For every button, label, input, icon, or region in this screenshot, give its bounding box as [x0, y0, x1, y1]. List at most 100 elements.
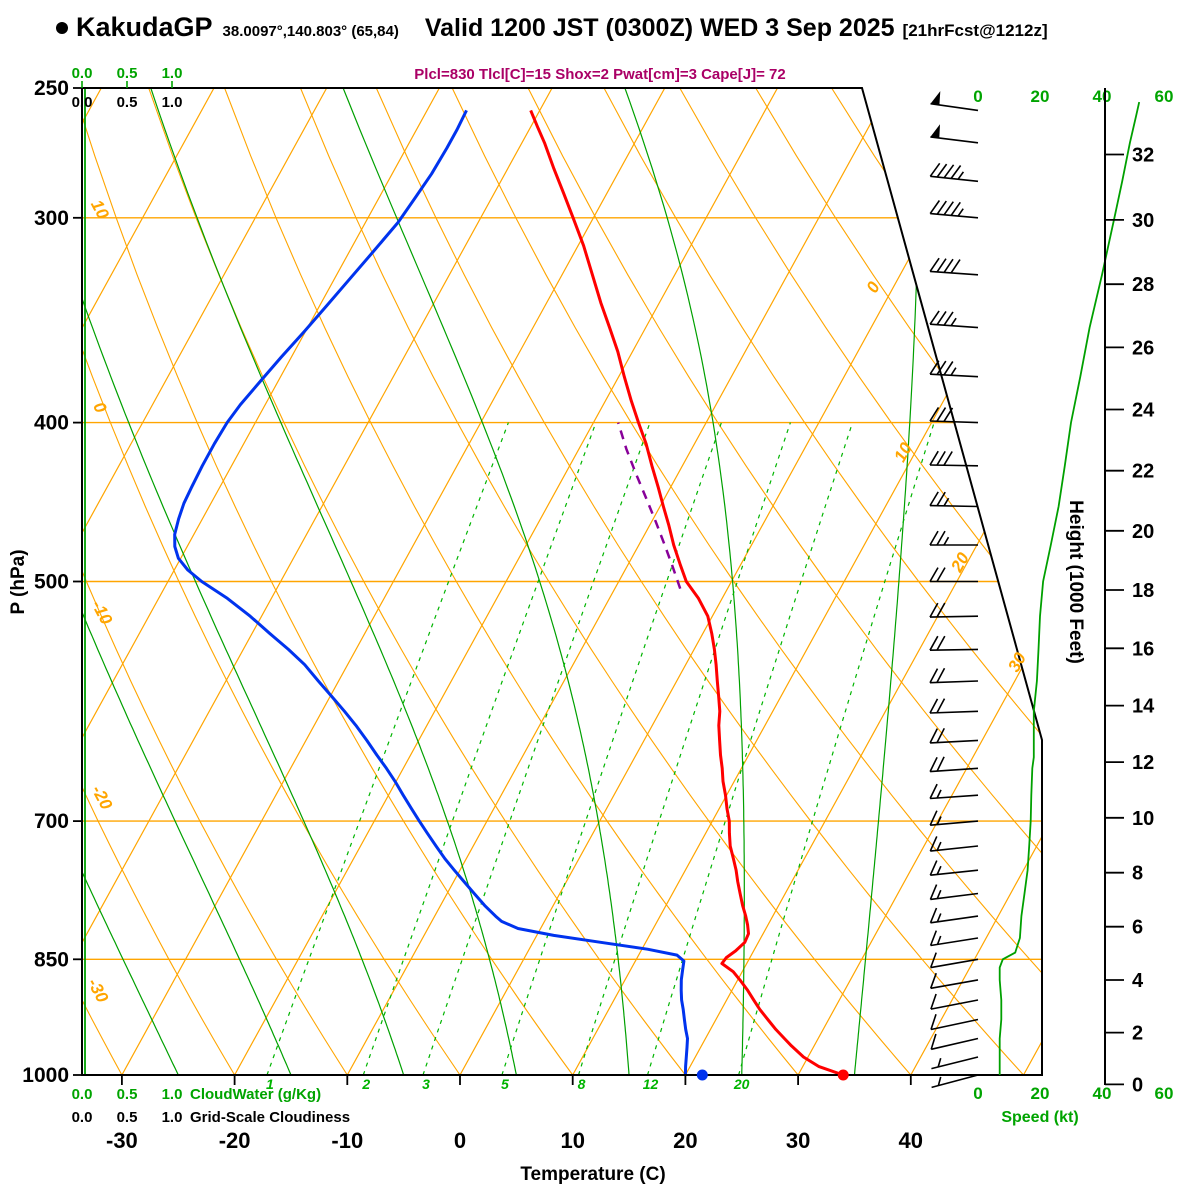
height-axis-title: Height (1000 Feet): [1065, 500, 1086, 664]
wind-barb-staff: [930, 794, 979, 800]
height-tick-label: 2: [1132, 1023, 1143, 1045]
wind-barb-full: [936, 407, 947, 422]
height-tick-label: 16: [1132, 638, 1154, 660]
pressure-tick-label: 250: [34, 77, 69, 100]
wind-barb-full: [936, 450, 946, 466]
isotherm-line: [234, 88, 779, 1075]
wind-barb-full: [936, 727, 946, 743]
wind-barb-full: [929, 907, 938, 924]
wind-barb-staff: [931, 1074, 979, 1089]
pressure-tick-label: 1000: [22, 1064, 69, 1087]
dry-adiabat-label: -10: [88, 597, 117, 628]
wind-barb-half: [936, 913, 942, 923]
wind-barb-half: [943, 497, 950, 507]
wind-barb-staff: [931, 1037, 979, 1051]
temperature-tick-label: -10: [331, 1128, 363, 1153]
mixing-ratio-label: 3: [422, 1076, 430, 1092]
wind-barb-full: [929, 698, 939, 714]
wind-barb-full: [936, 602, 946, 618]
height-tick-label: 14: [1132, 696, 1155, 718]
surface-dewpoint-dot: [696, 1069, 708, 1081]
wind-barb-half: [936, 889, 942, 899]
temperature-tick-label: 10: [560, 1128, 584, 1153]
wind-barb-full: [929, 860, 938, 876]
wind-barb-staff: [930, 979, 979, 990]
moist-adiabat-line: [82, 88, 179, 1075]
pressure-tick-label: 300: [34, 207, 69, 230]
pressure-tick-label: 700: [34, 810, 69, 833]
height-tick-label: 24: [1132, 400, 1155, 422]
isotherm-label: 10: [890, 439, 916, 465]
forecast-info: [21hrFcst@1212z]: [902, 21, 1048, 40]
valid-time: Valid 1200 JST (0300Z) WED 3 Sep 2025: [424, 14, 895, 42]
dry-adiabat-label: -30: [84, 975, 113, 1006]
wind-barb-staff: [930, 892, 979, 901]
wind-barb-staff: [930, 958, 979, 969]
wind-barb-full: [930, 1014, 937, 1030]
dry-adiabat-line: [451, 88, 1042, 1075]
dry-adiabat-line: [82, 88, 461, 1075]
dry-adiabat-label: 10: [87, 197, 113, 223]
cloudiness-top-tick-label: 0.0: [72, 94, 93, 111]
wind-barb-full: [929, 602, 939, 618]
wind-barb-full: [943, 451, 953, 466]
isotherm-label: 30: [1004, 649, 1030, 675]
station-coordinates: 38.0097°,140.803° (65,84): [222, 23, 399, 40]
wind-barb-staff: [930, 739, 979, 744]
wind-barb-full: [929, 491, 939, 507]
station-name: KakudaGP: [76, 12, 213, 42]
stability-parameters: Plcl=830 Tlcl[C]=15 Shox=2 Pwat[cm]=3 Ca…: [414, 66, 786, 83]
dry-adiabat-line: [299, 88, 912, 1075]
wind-barb-staff: [930, 937, 979, 947]
height-tick-label: 8: [1132, 863, 1143, 885]
wind-barb-staff: [930, 820, 979, 826]
wind-barb-full: [929, 567, 939, 582]
wind-barb-half: [943, 536, 950, 546]
speed-axis-label: Speed (kt): [1001, 1109, 1078, 1126]
moist-adiabat-line: [342, 88, 630, 1075]
wind-barb-full: [936, 756, 945, 772]
wind-barb-full: [929, 728, 939, 744]
mixing-ratio-label: 8: [578, 1076, 586, 1092]
cloudiness-bottom-tick-label: 0.0: [72, 1109, 93, 1126]
mixing-ratio-line: [646, 422, 854, 1075]
wind-barb-staff: [930, 999, 979, 1010]
wind-barb-staff: [930, 212, 979, 219]
height-tick-label: 4: [1132, 970, 1144, 992]
wind-barbs: [929, 91, 979, 1089]
mixing-ratio-label: 2: [361, 1076, 370, 1092]
mixing-ratio-label: 1: [266, 1076, 274, 1092]
wind-barb-staff: [929, 504, 979, 508]
dry-adiabat-line: [679, 88, 1042, 1075]
wind-barb-staff: [930, 323, 979, 329]
wind-barb-staff: [929, 710, 979, 714]
wind-barb-full: [936, 360, 947, 375]
wind-barb-full: [943, 201, 954, 216]
wind-barb-full: [943, 407, 954, 422]
cloudiness-scale-label: Grid-Scale Cloudiness: [190, 1109, 350, 1126]
wind-barb-pennant: [930, 91, 941, 105]
isotherm-line: [346, 88, 891, 1075]
isotherm-line: [82, 88, 440, 1075]
dry-adiabat-line: [82, 88, 236, 1075]
height-tick-label: 18: [1132, 580, 1154, 602]
wind-barb-full: [936, 163, 948, 178]
cloudwater-top-tick-label: 1.0: [162, 65, 183, 82]
wind-barb-full: [929, 257, 940, 272]
wind-barb-staff: [930, 136, 979, 144]
wind-barb-full: [936, 667, 946, 683]
wind-barb-half: [937, 1076, 942, 1086]
height-tick-label: 10: [1132, 808, 1154, 830]
wind-barb-full: [936, 491, 946, 507]
wind-barb-staff: [930, 1018, 979, 1031]
dry-adiabat-line: [82, 88, 348, 1075]
wind-barb-staff: [931, 1056, 979, 1070]
wind-barb-full: [950, 259, 961, 274]
wind-barb-full: [929, 930, 938, 946]
wind-barb-full: [943, 361, 954, 376]
cloudwater-bottom-tick-label: 0.0: [72, 1086, 93, 1103]
wind-barb-full: [936, 530, 946, 546]
wind-barb-staff: [929, 464, 979, 467]
sounding-profiles: [173, 109, 844, 1075]
